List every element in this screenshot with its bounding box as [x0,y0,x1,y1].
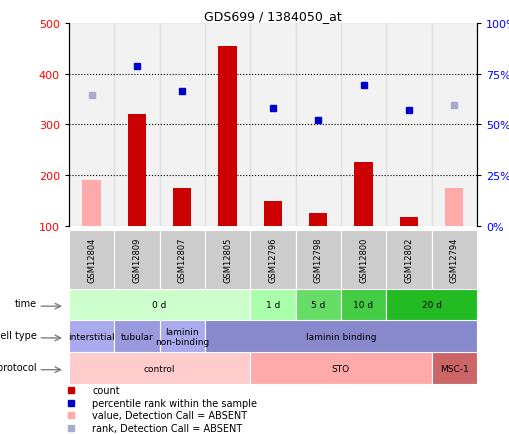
Bar [385,24,431,226]
Text: laminin binding: laminin binding [305,332,375,341]
Bar [340,289,385,321]
Bar [159,24,205,226]
Text: growth protocol: growth protocol [0,362,37,372]
Bar [385,289,476,321]
Bar [263,202,281,226]
Bar [444,188,462,226]
Text: value, Detection Call = ABSENT: value, Detection Call = ABSENT [92,410,247,420]
Bar [218,46,236,226]
Text: GSM12800: GSM12800 [358,237,367,283]
Bar [69,24,114,226]
Bar [308,214,327,226]
Bar [295,289,340,321]
Bar [205,230,250,289]
Bar [205,24,250,226]
Bar [340,24,385,226]
Text: MSC-1: MSC-1 [439,364,468,373]
Text: STO: STO [331,364,349,373]
Bar [159,321,205,352]
Bar [114,24,159,226]
Bar [295,24,340,226]
Bar [69,230,114,289]
Text: control: control [144,364,175,373]
Text: GSM12805: GSM12805 [222,237,232,283]
Text: GSM12809: GSM12809 [132,237,141,283]
Bar [128,115,146,226]
Text: tubular: tubular [120,332,153,341]
Text: 0 d: 0 d [152,300,166,309]
Bar [431,352,476,384]
Bar [354,163,372,226]
Bar [69,289,250,321]
Text: GSM12807: GSM12807 [177,237,186,283]
Bar [399,217,417,226]
Bar [82,181,100,226]
Bar [250,289,295,321]
Bar [173,188,191,226]
Text: rank, Detection Call = ABSENT: rank, Detection Call = ABSENT [92,423,242,433]
Bar [431,24,476,226]
Bar [295,230,340,289]
Bar [250,24,295,226]
Bar [431,230,476,289]
Text: count: count [92,385,120,395]
Text: 1 d: 1 d [265,300,279,309]
Bar [159,230,205,289]
Title: GDS699 / 1384050_at: GDS699 / 1384050_at [204,10,341,23]
Text: 10 d: 10 d [353,300,373,309]
Bar [250,230,295,289]
Bar [205,321,476,352]
Text: interstitial: interstitial [68,332,115,341]
Text: time: time [14,298,37,308]
Text: GSM12798: GSM12798 [313,237,322,283]
Text: 20 d: 20 d [421,300,441,309]
Bar [69,321,114,352]
Text: percentile rank within the sample: percentile rank within the sample [92,398,257,408]
Bar [250,352,431,384]
Bar [69,352,250,384]
Bar [340,230,385,289]
Text: GSM12804: GSM12804 [87,237,96,283]
Text: 5 d: 5 d [310,300,325,309]
Bar [114,321,159,352]
Text: GSM12802: GSM12802 [404,237,412,283]
Text: GSM12796: GSM12796 [268,237,277,283]
Text: GSM12794: GSM12794 [449,237,458,283]
Bar [385,230,431,289]
Bar [114,230,159,289]
Text: laminin
non-binding: laminin non-binding [155,327,209,346]
Text: cell type: cell type [0,330,37,340]
